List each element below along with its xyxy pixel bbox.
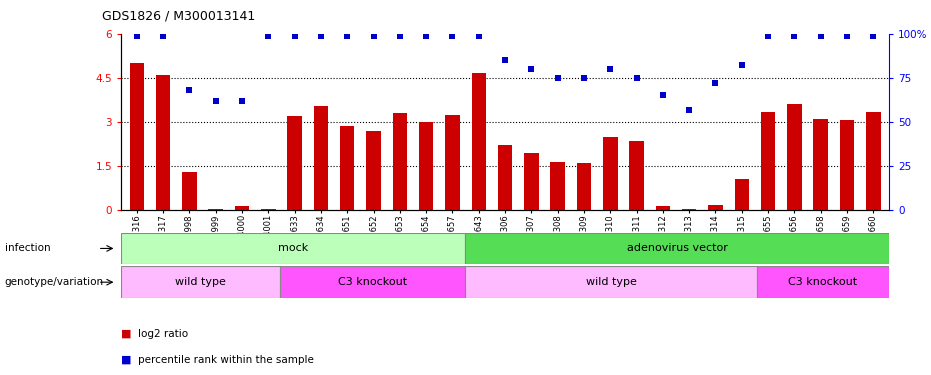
Bar xyxy=(445,114,460,210)
Bar xyxy=(708,205,722,210)
Point xyxy=(866,33,881,39)
Point xyxy=(182,87,196,93)
Text: adenovirus vector: adenovirus vector xyxy=(627,243,728,254)
Point xyxy=(261,33,276,39)
Point xyxy=(524,66,539,72)
Point xyxy=(366,33,381,39)
Point xyxy=(471,33,486,39)
Bar xyxy=(121,232,466,264)
Bar xyxy=(761,112,776,210)
Bar xyxy=(209,209,223,210)
Point xyxy=(576,75,591,81)
Bar xyxy=(121,266,280,298)
Text: wild type: wild type xyxy=(586,277,637,287)
Bar xyxy=(261,209,276,210)
Point xyxy=(681,106,696,112)
Bar xyxy=(840,120,855,210)
Bar xyxy=(280,266,466,298)
Bar xyxy=(466,232,889,264)
Text: percentile rank within the sample: percentile rank within the sample xyxy=(138,355,314,365)
Bar xyxy=(366,131,381,210)
Bar xyxy=(419,122,434,210)
Bar xyxy=(576,163,591,210)
Bar xyxy=(155,75,170,210)
Point xyxy=(603,66,618,72)
Bar xyxy=(682,209,696,210)
Point xyxy=(155,33,170,39)
Bar xyxy=(629,141,644,210)
Point xyxy=(840,33,855,39)
Bar xyxy=(235,206,250,210)
Bar xyxy=(735,179,749,210)
Text: infection: infection xyxy=(5,243,50,254)
Bar xyxy=(524,153,539,210)
Text: ■: ■ xyxy=(121,329,135,339)
Point xyxy=(445,33,460,39)
Point xyxy=(209,98,223,104)
Point xyxy=(550,75,565,81)
Bar xyxy=(182,172,196,210)
Point xyxy=(735,63,749,69)
Bar xyxy=(757,266,889,298)
Point xyxy=(708,80,723,86)
Point xyxy=(287,33,302,39)
Point xyxy=(340,33,355,39)
Point xyxy=(314,33,329,39)
Point xyxy=(497,57,512,63)
Bar xyxy=(603,136,617,210)
Text: GDS1826 / M300013141: GDS1826 / M300013141 xyxy=(102,9,256,22)
Bar xyxy=(471,74,486,210)
Point xyxy=(129,33,144,39)
Bar xyxy=(466,266,757,298)
Point xyxy=(761,33,776,39)
Text: log2 ratio: log2 ratio xyxy=(138,329,188,339)
Point xyxy=(655,93,670,99)
Bar xyxy=(550,162,565,210)
Bar xyxy=(314,106,328,210)
Point xyxy=(392,33,407,39)
Bar xyxy=(288,116,302,210)
Text: C3 knockout: C3 knockout xyxy=(338,277,407,287)
Bar xyxy=(498,146,512,210)
Text: C3 knockout: C3 knockout xyxy=(789,277,857,287)
Point xyxy=(787,33,802,39)
Bar xyxy=(340,126,355,210)
Text: wild type: wild type xyxy=(175,277,226,287)
Bar xyxy=(655,207,670,210)
Text: mock: mock xyxy=(278,243,308,254)
Text: ■: ■ xyxy=(121,355,135,365)
Bar xyxy=(129,63,144,210)
Text: genotype/variation: genotype/variation xyxy=(5,277,103,287)
Bar xyxy=(393,113,407,210)
Point xyxy=(814,33,829,39)
Point xyxy=(629,75,644,81)
Point xyxy=(235,98,250,104)
Bar xyxy=(788,104,802,210)
Bar xyxy=(866,112,881,210)
Bar xyxy=(814,119,828,210)
Point xyxy=(419,33,434,39)
